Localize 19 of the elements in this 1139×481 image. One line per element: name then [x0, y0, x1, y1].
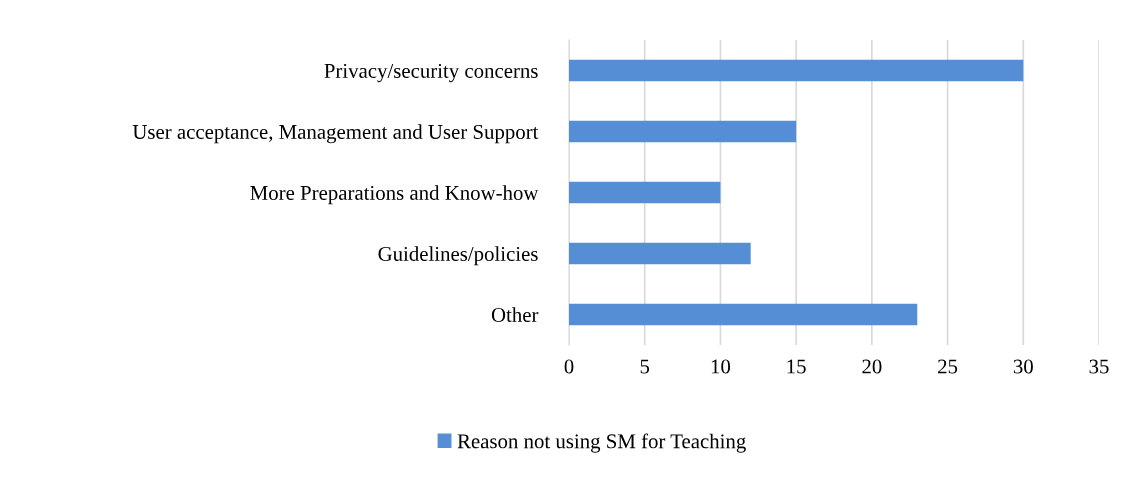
x-tick-label: 35: [1089, 359, 1109, 374]
y-tick-label: Other: [491, 307, 539, 322]
bar: [569, 181, 721, 204]
y-tick-label: User acceptance, Management and User Support: [132, 124, 539, 144]
x-tick-label: 0: [564, 359, 574, 374]
bar: [569, 120, 797, 143]
x-tick-label: 30: [1013, 359, 1033, 374]
bar: [569, 59, 1024, 82]
y-tick-label: More Preparations and Know-how: [250, 185, 539, 205]
x-tick-label: 20: [862, 359, 882, 374]
y-tick-label: Guidelines/policies: [378, 246, 538, 266]
bar: [569, 242, 751, 265]
legend-label: Reason not using SM for Teaching: [457, 433, 746, 453]
x-tick-label: 25: [938, 359, 958, 374]
x-tick-label: 5: [640, 359, 650, 374]
y-tick-label: Privacy/security concerns: [324, 63, 538, 83]
x-tick-label: 10: [711, 359, 731, 374]
x-tick-label: 15: [787, 359, 806, 374]
bar: [569, 303, 918, 326]
